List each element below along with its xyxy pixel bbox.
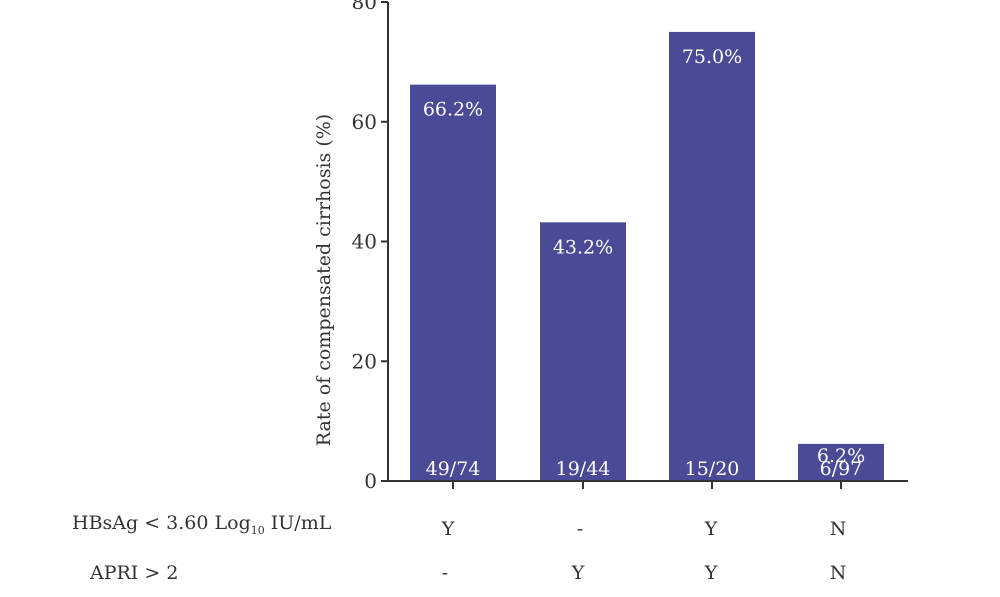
hbsag-condition-label: HBsAg < 3.60 Log10 IU/mL: [72, 512, 331, 537]
y-tick-label-80: 80: [352, 0, 377, 14]
bar-count-label-2: 19/44: [556, 458, 611, 480]
bar-1: [410, 84, 496, 481]
bar-4: [798, 443, 884, 481]
hbsag-label-main: HBsAg < 3.60 Log: [72, 512, 251, 534]
hbsag-value-2: -: [576, 518, 584, 540]
apri-value-3: Y: [704, 562, 718, 584]
apri-value-4: N: [829, 562, 847, 584]
bar-count-label-4: 6/97: [820, 458, 863, 480]
bar-count-label-3: 15/20: [685, 458, 740, 480]
apri-value-2: Y: [571, 562, 585, 584]
bar-percent-label-1: 66.2%: [423, 99, 483, 121]
bar-2: [540, 222, 626, 481]
hbsag-value-1: Y: [441, 518, 455, 540]
hbsag-label-subscript: 10: [250, 523, 265, 537]
hbsag-label-unit: IU/mL: [264, 512, 332, 534]
y-tick-label-0: 0: [364, 469, 377, 493]
bar-percent-label-3: 75.0%: [682, 46, 742, 68]
y-tick-label-20: 20: [352, 349, 377, 373]
bar-percent-label-2: 43.2%: [553, 236, 613, 258]
y-axis-label: Rate of compensated cirrhosis (%): [313, 114, 335, 446]
bar-3: [669, 31, 755, 481]
hbsag-value-4: N: [829, 518, 847, 540]
hbsag-value-3: Y: [704, 518, 718, 540]
apri-value-1: -: [441, 562, 449, 584]
apri-condition-label: APRI > 2: [90, 562, 179, 584]
bar-percent-label-4: 6.2%: [817, 445, 865, 467]
bar-count-label-1: 49/74: [426, 458, 481, 480]
y-tick-label-40: 40: [352, 230, 377, 254]
y-tick-label-60: 60: [352, 110, 377, 134]
